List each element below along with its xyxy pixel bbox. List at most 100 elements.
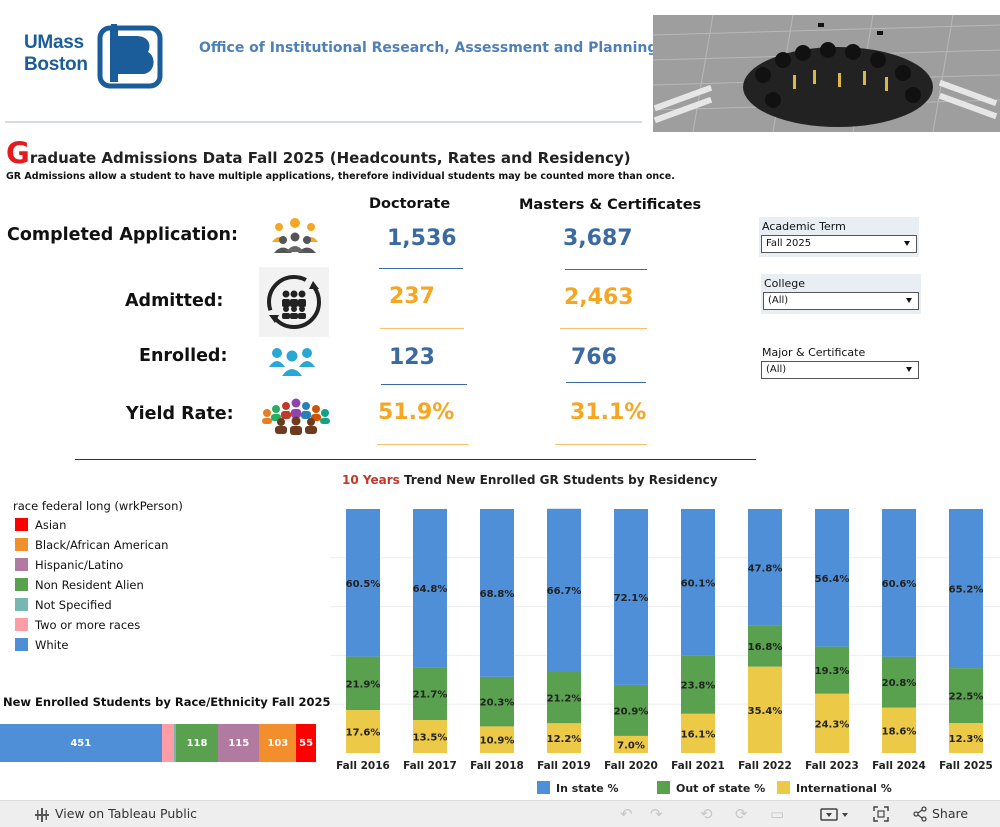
crowd-icon: [259, 396, 333, 436]
bar-value-label: 68.8%: [480, 589, 515, 600]
bar-value-label: 22.5%: [949, 692, 984, 703]
bar-value-label: 17.6%: [346, 728, 381, 739]
kpi-yield-doctorate: 51.9%: [378, 400, 455, 425]
race-bar-segment[interactable]: 103: [259, 724, 297, 762]
legend-item-asian[interactable]: Asian: [15, 518, 66, 532]
bar-value-label: 20.3%: [480, 698, 515, 709]
bar-value-label: 23.8%: [681, 681, 716, 692]
view-on-tableau-link[interactable]: View on Tableau Public: [55, 806, 198, 821]
bar-value-label: 7.0%: [617, 740, 645, 751]
college-dropdown[interactable]: (All): [763, 292, 919, 310]
race-bar-segment[interactable]: [161, 724, 175, 762]
race-bar-segment[interactable]: 115: [218, 724, 260, 762]
bar-value-label: 66.7%: [547, 586, 582, 597]
page-subtitle: GR Admissions allow a student to have mu…: [6, 171, 675, 182]
race-bar-segment[interactable]: [174, 724, 176, 762]
x-tick-label: Fall 2023: [805, 760, 859, 772]
legend-item-nonresident[interactable]: Non Resident Alien: [15, 578, 144, 592]
bar-value-label: 56.4%: [815, 574, 850, 585]
legend-label: Asian: [35, 518, 67, 532]
graduation-photo: [653, 15, 1000, 132]
fullscreen-icon[interactable]: [873, 806, 889, 822]
trend-title-text: Trend New Enrolled GR Students by Reside…: [399, 473, 718, 487]
major-certificate-dropdown[interactable]: (All): [761, 361, 919, 379]
x-tick-label: Fall 2018: [470, 760, 524, 772]
bar-segment: [882, 509, 916, 657]
bar-segment: [681, 509, 715, 656]
race-bar-value: 451: [70, 737, 92, 749]
chevron-down-icon: [906, 298, 912, 303]
row-label-enrolled: Enrolled:: [139, 346, 228, 366]
bar-segment: [480, 726, 514, 753]
header-divider: [5, 121, 642, 123]
chevron-down-icon: [906, 367, 912, 372]
pause-icon[interactable]: ▭: [770, 805, 785, 823]
revert-icon[interactable]: ⟲: [700, 805, 713, 823]
legend-item-white[interactable]: White: [15, 638, 68, 652]
row-label-admitted: Admitted:: [125, 291, 224, 311]
tableau-toolbar: View on Tableau Public ↶ ↷ ⟲ ⟳ ▭ Share: [0, 800, 1000, 827]
underline: [381, 384, 467, 385]
bar-value-label: 21.9%: [346, 679, 381, 690]
bar-segment: [614, 735, 648, 753]
residency-trend-chart: 17.6% 21.9% 60.5% Fall 2016 13.5% 21.7% 64.8% F…: [330, 508, 1000, 795]
logo-b-emblem: [97, 24, 163, 89]
bar-segment: [413, 720, 447, 753]
legend-item-black[interactable]: Black/African American: [15, 538, 168, 552]
bar-value-label: 12.2%: [547, 734, 582, 745]
bar-value-label: 18.6%: [882, 726, 917, 737]
redo-icon[interactable]: ↷: [650, 805, 663, 823]
share-icon[interactable]: [912, 806, 928, 822]
x-tick-label: Fall 2020: [604, 760, 658, 772]
logo-text-line1: UMass: [24, 32, 84, 53]
race-bar-value: 115: [228, 737, 250, 749]
chevron-down-icon: [904, 241, 910, 246]
bar-value-label: 16.1%: [681, 729, 716, 740]
bar-segment: [480, 509, 514, 677]
legend-swatch: [15, 558, 28, 571]
academic-term-dropdown[interactable]: Fall 2025: [761, 235, 917, 253]
bar-value-label: 16.8%: [748, 642, 783, 653]
bar-value-label: 13.5%: [413, 733, 448, 744]
legend-swatch: [777, 781, 790, 794]
bar-segment: [413, 509, 447, 668]
race-bar-segment[interactable]: 55: [296, 724, 316, 762]
bar-segment: [681, 655, 715, 714]
x-tick-label: Fall 2019: [537, 760, 591, 772]
x-tick-label: Fall 2017: [403, 760, 457, 772]
share-button[interactable]: Share: [932, 806, 969, 821]
legend-label: Black/African American: [35, 538, 169, 552]
legend-item-two-or-more[interactable]: Two or more races: [15, 618, 140, 632]
bar-segment: [614, 509, 648, 685]
race-bar-segment[interactable]: 118: [175, 724, 219, 762]
bar-value-label: 60.1%: [681, 578, 716, 589]
bar-value-label: 72.1%: [614, 593, 649, 604]
race-ethnicity-bar: 451 118 115 103 55: [0, 724, 316, 762]
download-icon[interactable]: [820, 807, 850, 823]
filter-label-term: Academic Term: [762, 220, 846, 233]
race-bar-segment[interactable]: 451: [0, 724, 162, 762]
bar-value-label: 47.8%: [748, 563, 783, 574]
section-divider: [75, 459, 756, 460]
legend-label: Hispanic/Latino: [35, 558, 124, 572]
underline: [560, 328, 647, 329]
academic-term-value: Fall 2025: [766, 238, 812, 249]
bar-segment: [815, 646, 849, 694]
legend-swatch: [657, 781, 670, 794]
college-value: (All): [768, 295, 789, 306]
bar-value-label: 20.9%: [614, 706, 649, 717]
x-tick-label: Fall 2025: [939, 760, 993, 772]
tableau-logo-icon: [35, 808, 49, 822]
x-tick-label: Fall 2022: [738, 760, 792, 772]
bar-segment: [748, 509, 782, 626]
filter-label-major: Major & Certificate: [762, 346, 866, 359]
kpi-completed-doctorate: 1,536: [387, 226, 457, 251]
legend-item-not-specified[interactable]: Not Specified: [15, 598, 112, 612]
bar-segment: [815, 693, 849, 753]
filter-academic-term: Academic Term Fall 2025: [759, 217, 919, 257]
undo-icon[interactable]: ↶: [620, 805, 633, 823]
legend-item-hispanic[interactable]: Hispanic/Latino: [15, 558, 123, 572]
title-text: raduate Admissions Data Fall 2025 (Headc…: [29, 149, 631, 167]
refresh-icon[interactable]: ⟳: [735, 805, 748, 823]
legend-label: Non Resident Alien: [35, 578, 144, 592]
